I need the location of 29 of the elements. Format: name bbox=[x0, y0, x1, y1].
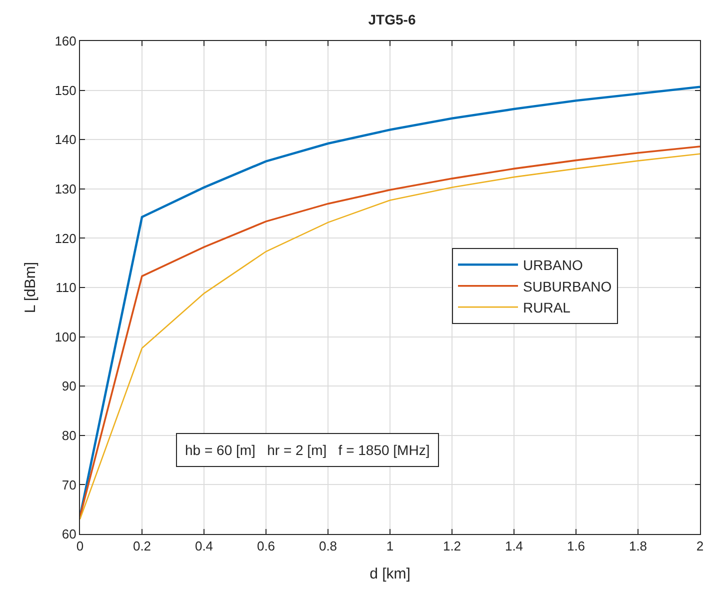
annotation: hb = 60 [m] hr = 2 [m] f = 1850 [MHz] bbox=[185, 442, 430, 458]
x-tick-label: 0.2 bbox=[132, 538, 152, 554]
x-axis-title: d [km] bbox=[370, 566, 410, 583]
x-tick-label: 0.4 bbox=[194, 538, 214, 554]
x-tick-label: 2 bbox=[696, 538, 704, 554]
y-tick-label: 160 bbox=[54, 34, 76, 49]
x-tick-label: 1 bbox=[386, 538, 394, 554]
chart-title: JTG5-6 bbox=[368, 12, 416, 28]
y-tick-label: 90 bbox=[62, 378, 76, 394]
y-tick-label: 70 bbox=[62, 477, 76, 492]
y-tick-label: 110 bbox=[56, 280, 76, 296]
x-tick-label: 0 bbox=[76, 538, 84, 554]
x-tick-label: 1.8 bbox=[628, 538, 648, 554]
y-tick-label: 80 bbox=[62, 428, 76, 443]
y-tick-label: 140 bbox=[54, 132, 76, 148]
legend-label: SUBURBANO bbox=[523, 278, 612, 294]
y-axis-title: L [dBm] bbox=[22, 262, 39, 314]
x-tick-label: 0.8 bbox=[318, 538, 338, 554]
y-tick-label: 150 bbox=[54, 82, 76, 98]
y-tick-label: 130 bbox=[54, 181, 76, 196]
x-tick-label: 1.2 bbox=[442, 538, 462, 554]
y-tick-label: 120 bbox=[54, 230, 76, 246]
legend-label: RURAL bbox=[523, 300, 571, 316]
x-tick-label: 1.6 bbox=[566, 538, 586, 554]
y-tick-label: 60 bbox=[62, 526, 76, 542]
y-tick-label: 100 bbox=[54, 329, 76, 344]
x-tick-label: 1.4 bbox=[504, 538, 524, 554]
x-tick-label: 0.6 bbox=[256, 538, 276, 554]
legend-label: URBANO bbox=[523, 257, 584, 274]
